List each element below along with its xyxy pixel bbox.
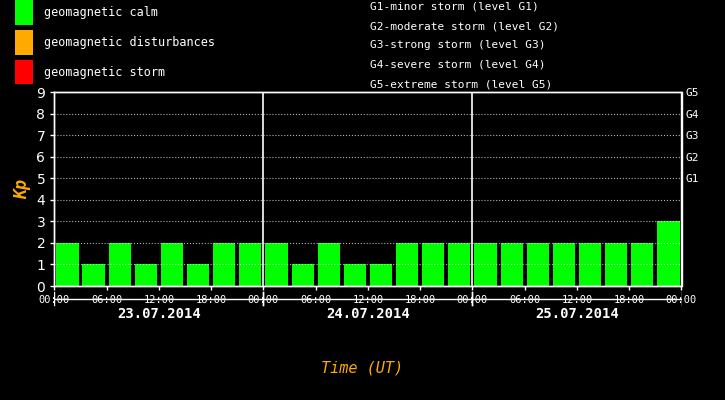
Bar [474,243,497,286]
Bar [605,243,627,286]
Text: G5-extreme storm (level G5): G5-extreme storm (level G5) [370,79,552,89]
Bar [57,243,78,286]
Text: G3-strong storm (level G3): G3-strong storm (level G3) [370,40,545,50]
Bar [631,243,653,286]
Text: G4-severe storm (level G4): G4-severe storm (level G4) [370,60,545,70]
Text: geomagnetic calm: geomagnetic calm [44,6,157,19]
Text: Time (UT): Time (UT) [321,360,404,376]
Text: 23.07.2014: 23.07.2014 [117,306,201,321]
Bar [422,243,444,286]
Bar [370,264,392,286]
Bar [14,30,33,54]
Bar [161,243,183,286]
Text: 25.07.2014: 25.07.2014 [535,306,619,321]
Bar [14,60,33,84]
Bar [291,264,314,286]
Bar [187,264,210,286]
Text: G1-minor storm (level G1): G1-minor storm (level G1) [370,2,539,12]
Bar [500,243,523,286]
Bar [552,243,575,286]
Bar [318,243,340,286]
Y-axis label: Kp: Kp [13,179,31,199]
Bar [239,243,262,286]
Bar [344,264,366,286]
Bar [396,243,418,286]
Bar [14,0,33,25]
Bar [109,243,130,286]
Text: 24.07.2014: 24.07.2014 [326,306,410,321]
Bar [526,243,549,286]
Text: G2-moderate storm (level G2): G2-moderate storm (level G2) [370,21,559,31]
Bar [213,243,236,286]
Bar [448,243,471,286]
Text: geomagnetic disturbances: geomagnetic disturbances [44,36,215,49]
Bar [265,243,288,286]
Bar [658,221,679,286]
Bar [135,264,157,286]
Bar [579,243,601,286]
Bar [83,264,104,286]
Text: geomagnetic storm: geomagnetic storm [44,66,165,79]
